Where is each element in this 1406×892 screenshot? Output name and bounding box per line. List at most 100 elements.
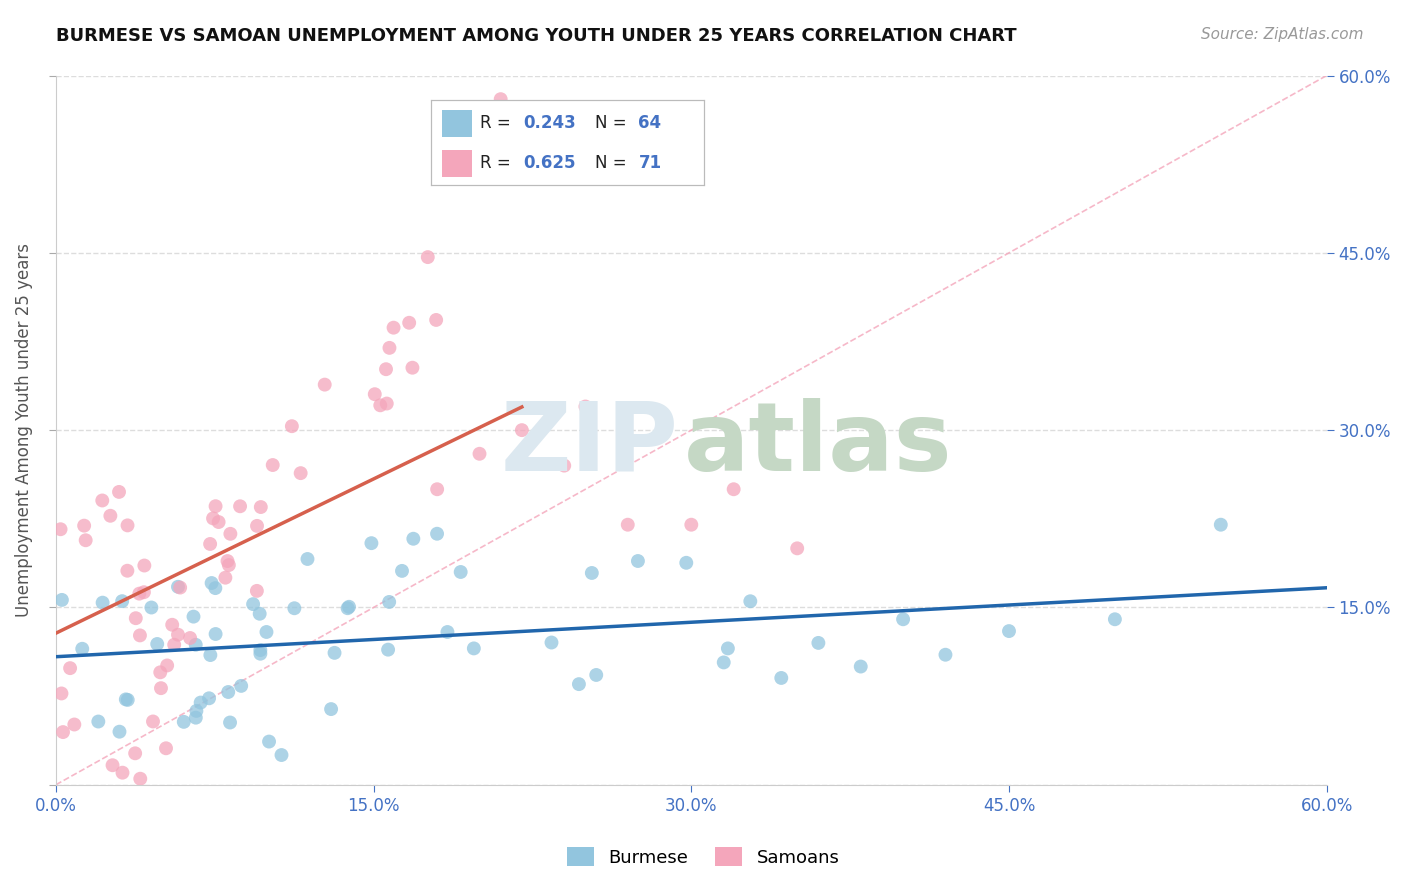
Point (75, 533, 97, 548)
Point (323, 646, 346, 660)
Point (391, 564, 413, 578)
Point (627, 554, 650, 568)
Point (249, 607, 271, 621)
Point (786, 541, 808, 556)
Point (574, 400, 596, 414)
Point (510, 423, 533, 437)
Point (382, 320, 405, 334)
Point (426, 482, 449, 496)
Point (142, 714, 165, 729)
Point (426, 526, 449, 541)
Point (319, 702, 342, 716)
Point (436, 625, 458, 640)
Point (204, 499, 226, 513)
Point (52, 725, 75, 739)
Point (283, 601, 305, 615)
Point (336, 601, 359, 615)
Point (297, 552, 319, 566)
Y-axis label: Unemployment Among Youth under 25 years: Unemployment Among Youth under 25 years (15, 244, 32, 617)
Point (717, 641, 740, 656)
Point (713, 656, 735, 670)
Point (108, 484, 131, 499)
Point (998, 624, 1021, 638)
Point (114, 692, 136, 706)
Point (217, 554, 239, 568)
Point (262, 458, 284, 472)
Point (51, 686, 73, 700)
Point (124, 747, 146, 761)
Point (849, 659, 872, 673)
Point (49, 522, 72, 536)
Point (416, 250, 439, 264)
Point (540, 635, 562, 649)
Point (450, 565, 472, 579)
Point (675, 556, 697, 570)
Point (246, 519, 269, 533)
Point (160, 617, 183, 632)
Point (256, 625, 278, 640)
Point (681, 517, 703, 532)
Text: atlas: atlas (685, 398, 953, 491)
Point (108, 724, 131, 739)
Point (375, 362, 398, 376)
Point (73, 518, 96, 533)
Point (167, 580, 190, 594)
Point (111, 594, 134, 608)
Point (1209, 517, 1232, 532)
Point (375, 396, 398, 410)
Point (447, 103, 470, 118)
Point (214, 571, 236, 585)
Point (364, 387, 387, 401)
Point (231, 679, 253, 693)
Point (568, 677, 591, 691)
Point (553, 458, 575, 473)
Point (141, 600, 163, 615)
Point (125, 611, 148, 625)
Point (146, 637, 169, 651)
Point (132, 585, 155, 599)
Point (201, 576, 224, 591)
Point (489, 92, 512, 106)
Point (337, 599, 360, 614)
Point (398, 316, 420, 330)
Point (204, 627, 226, 641)
Point (186, 704, 208, 718)
Point (128, 587, 150, 601)
Point (257, 734, 280, 748)
Point (111, 765, 134, 780)
Text: Source: ZipAtlas.com: Source: ZipAtlas.com (1201, 27, 1364, 42)
Point (242, 597, 264, 611)
Point (70, 641, 93, 656)
Point (770, 671, 793, 685)
Point (360, 536, 382, 550)
Point (134, 558, 156, 573)
Point (585, 668, 607, 682)
Point (129, 772, 152, 786)
Point (807, 636, 830, 650)
Point (207, 515, 229, 529)
Point (378, 341, 401, 355)
Point (616, 517, 638, 532)
Point (51, 593, 73, 607)
Point (463, 641, 485, 656)
Point (249, 500, 271, 514)
Point (934, 648, 956, 662)
Point (723, 482, 745, 496)
Point (219, 526, 242, 541)
Point (468, 447, 491, 461)
Point (581, 566, 603, 580)
Point (184, 711, 207, 725)
Point (402, 532, 425, 546)
Point (155, 741, 177, 756)
Point (891, 612, 914, 626)
Legend: Burmese, Samoans: Burmese, Samoans (560, 840, 846, 874)
Point (173, 714, 195, 729)
Point (184, 638, 207, 652)
Point (219, 715, 242, 730)
Point (281, 419, 304, 434)
Text: ZIP: ZIP (501, 398, 679, 491)
Point (290, 466, 312, 480)
Point (163, 638, 186, 652)
Point (217, 685, 239, 699)
Point (101, 758, 124, 772)
